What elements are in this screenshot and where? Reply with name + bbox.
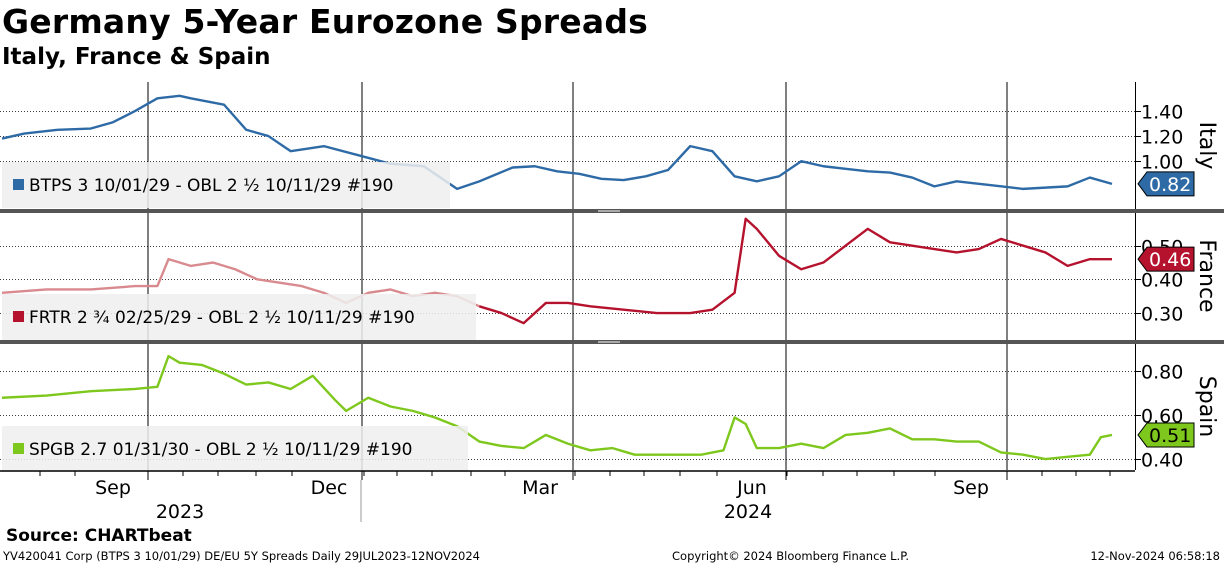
series-line — [478, 217, 1112, 325]
x-tick-label: Sep — [95, 477, 131, 499]
last-value-label: 0.46 — [1149, 249, 1191, 271]
legend-box — [2, 426, 468, 472]
legend-swatch — [13, 311, 24, 322]
x-year-label: 2024 — [724, 501, 772, 523]
y-tick-label: 0.30 — [1141, 304, 1183, 326]
y-tick-label: 0.60 — [1141, 406, 1183, 428]
panel-france: 0.300.400.50FRTR 2 ¾ 02/25/29 - OBL 2 ½ … — [0, 212, 1219, 340]
last-value-badge — [1137, 246, 1195, 272]
series-line — [1, 354, 1113, 461]
x-year-label: 2023 — [156, 501, 204, 523]
page-subtitle: Italy, France & Spain — [2, 44, 271, 70]
panel-axis-title: Italy — [1194, 122, 1219, 170]
panel-italy: 1.00 1.20 1.40 BTPS 3 10/01/29 - OBL 2 ½ 10… — [0, 82, 1219, 209]
legend-swatch — [13, 443, 24, 454]
x-tick-label: Dec — [311, 477, 348, 499]
page-title: Germany 5-Year Eurozone Spreads — [2, 2, 648, 41]
y-tick-label: 1.00 — [1141, 152, 1183, 174]
legend-label: BTPS 3 10/01/29 - OBL 2 ½ 10/11/29 #190 — [29, 176, 393, 196]
x-tick-label: Sep — [953, 477, 989, 499]
series-line — [1, 94, 1113, 191]
last-value-tag: 0.46 — [1137, 246, 1195, 272]
last-value-tag: 0.51 — [1137, 422, 1195, 448]
x-tick-label: Mar — [522, 477, 558, 499]
legend-label: SPGB 2.7 01/31/30 - OBL 2 ½ 10/11/29 #19… — [29, 440, 412, 460]
legend-swatch — [13, 179, 24, 190]
last-value-label: 0.51 — [1149, 425, 1191, 447]
copyright: Copyright© 2024 Bloomberg Finance L.P. — [672, 549, 909, 563]
legend-box — [2, 294, 476, 340]
legend-box — [2, 162, 450, 208]
y-tick-label: 0.40 — [1141, 270, 1183, 292]
last-value-badge — [1137, 422, 1195, 448]
y-tick-label: 0.80 — [1141, 362, 1183, 384]
security-info: YV420041 Corp (BTPS 3 10/01/29) DE/EU 5Y… — [3, 549, 480, 563]
y-tick-label: 1.40 — [1141, 102, 1183, 124]
legend-label: FRTR 2 ¾ 02/25/29 - OBL 2 ½ 10/11/29 #19… — [29, 308, 415, 328]
last-value-badge — [1137, 171, 1195, 197]
panel-spain: 0.40 0.60 0.80 SPGB 2.7 01/31/30 - OBL 2 ½ … — [0, 343, 1219, 472]
timestamp: 12-Nov-2024 06:58:18 — [1090, 549, 1220, 563]
y-tick-label: 0.40 — [1141, 450, 1183, 472]
panel-axis-title: Spain — [1194, 376, 1219, 437]
x-tick-label: Jun — [736, 477, 767, 499]
last-value-tag: 0.82 — [1137, 171, 1195, 197]
source-label: Source: CHARTbeat — [6, 526, 192, 546]
last-value-label: 0.82 — [1149, 174, 1191, 196]
panel-axis-title: France — [1194, 239, 1219, 312]
y-tick-label: 1.20 — [1141, 127, 1183, 149]
